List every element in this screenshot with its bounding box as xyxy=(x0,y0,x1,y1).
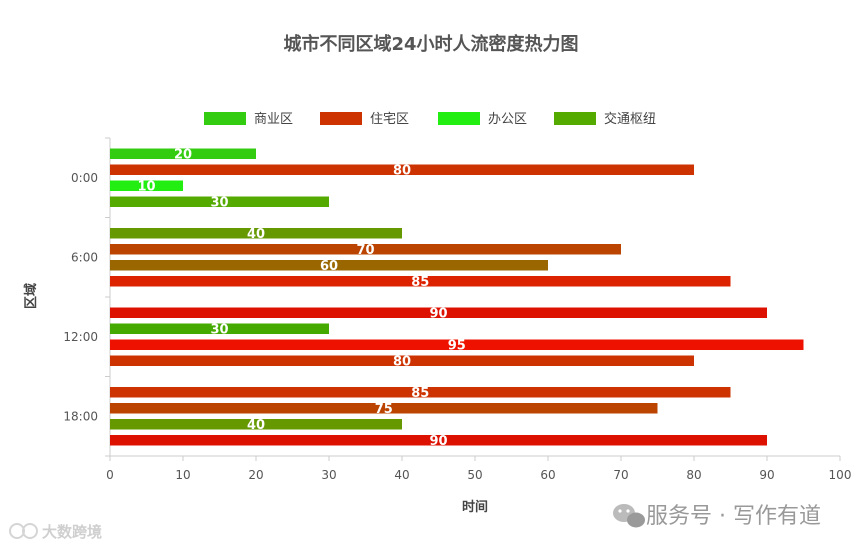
x-tick-label: 0 xyxy=(106,468,114,482)
bar-labels: 20 80 10 30 40 70 60 85 90 30 95 80 85 75 40 90 xyxy=(137,147,465,449)
bar-value-label: 30 xyxy=(210,322,228,337)
y-tick-label: 18:00 xyxy=(63,409,98,423)
bar-value-label: 80 xyxy=(393,354,411,369)
watermark-text: 服务号 · 写作有道 xyxy=(646,504,821,529)
bar xyxy=(110,276,731,287)
bar xyxy=(110,260,548,271)
y-axis-label: 区域 xyxy=(23,283,39,309)
x-tick-label: 80 xyxy=(686,468,701,482)
x-tick-label: 10 xyxy=(175,468,190,482)
watermark-right: 服务号 · 写作有道 xyxy=(613,504,821,529)
bar xyxy=(110,148,256,159)
bar-value-label: 95 xyxy=(448,338,466,353)
x-tick-label: 20 xyxy=(248,468,263,482)
x-tick-label: 50 xyxy=(467,468,482,482)
bar-value-label: 30 xyxy=(210,195,228,210)
legend-item: 交通枢纽 xyxy=(554,111,656,127)
bar-value-label: 40 xyxy=(247,418,265,433)
watermark-brand: 大数跨境 xyxy=(42,523,102,541)
bar xyxy=(110,435,767,446)
x-tick-label: 100 xyxy=(829,468,852,482)
legend-item: 住宅区 xyxy=(320,112,409,127)
bar-value-label: 90 xyxy=(429,306,447,321)
y-tick-label: 6:00 xyxy=(71,250,98,264)
legend-label: 住宅区 xyxy=(370,112,409,127)
y-tick-label: 12:00 xyxy=(63,330,98,344)
legend-label: 交通枢纽 xyxy=(604,111,656,127)
legend-label: 商业区 xyxy=(254,112,293,127)
bar xyxy=(110,307,767,318)
legend-swatch xyxy=(320,112,362,125)
bar xyxy=(110,323,329,334)
bar-value-label: 10 xyxy=(137,179,155,194)
x-axis-label: 时间 xyxy=(462,499,488,515)
bar xyxy=(110,164,694,175)
bar-value-label: 20 xyxy=(174,147,192,162)
bar xyxy=(110,339,804,350)
x-tick-label: 70 xyxy=(613,468,628,482)
bar-value-label: 40 xyxy=(247,227,265,242)
bar-value-label: 75 xyxy=(375,402,393,417)
watermark-left: 大数跨境 xyxy=(9,523,102,541)
bar xyxy=(110,180,183,191)
wechat-icon xyxy=(613,504,645,528)
bars xyxy=(110,148,804,446)
legend-item: 办公区 xyxy=(438,112,527,127)
bar-value-label: 60 xyxy=(320,259,338,274)
legend-label: 办公区 xyxy=(488,112,527,127)
bar xyxy=(110,387,731,398)
bar-value-label: 80 xyxy=(393,163,411,178)
bar xyxy=(110,419,402,430)
chart-title: 城市不同区域24小时人流密度热力图 xyxy=(283,33,578,55)
bar xyxy=(110,355,694,366)
bar xyxy=(110,403,658,414)
bar xyxy=(110,196,329,207)
legend-swatch xyxy=(204,112,246,125)
bar-value-label: 90 xyxy=(429,434,447,449)
bar-value-label: 70 xyxy=(356,243,374,258)
bar xyxy=(110,244,621,255)
y-axis-ticks: 0:00 6:00 12:00 18:00 xyxy=(63,137,110,457)
brand-logo-icon xyxy=(9,523,38,539)
bar-value-label: 85 xyxy=(411,386,429,401)
legend-swatch xyxy=(554,112,596,125)
legend: 商业区 住宅区 办公区 交通枢纽 xyxy=(204,111,656,127)
bar-value-label: 85 xyxy=(411,275,429,290)
x-tick-label: 40 xyxy=(394,468,409,482)
legend-item: 商业区 xyxy=(204,112,293,127)
legend-swatch xyxy=(438,112,480,125)
x-tick-label: 30 xyxy=(321,468,336,482)
x-tick-label: 90 xyxy=(759,468,774,482)
x-tick-label: 60 xyxy=(540,468,555,482)
y-tick-label: 0:00 xyxy=(71,171,98,185)
x-axis-ticks: 0 10 20 30 40 50 60 70 80 90 100 xyxy=(106,456,851,482)
bar xyxy=(110,228,402,239)
